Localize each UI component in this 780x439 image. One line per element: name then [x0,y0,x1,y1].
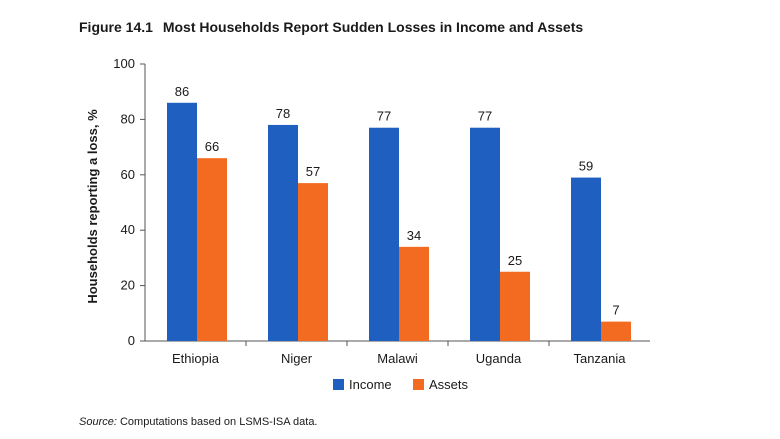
bar-income-malawi [369,127,399,342]
x-category-label: Tanzania [573,351,626,366]
data-label-assets: 57 [306,164,320,179]
x-category-label: Uganda [476,351,522,366]
x-category-label: Malawi [377,351,418,366]
chart-bars [167,102,631,342]
figure-title: Figure 14.1 Most Households Report Sudde… [79,19,583,35]
bar-income-ethiopia [167,102,197,341]
x-category-label: Ethiopia [172,351,220,366]
y-tick-label: 80 [121,111,135,126]
data-label-income: 77 [478,109,492,124]
data-label-income: 78 [276,106,290,121]
legend-label-income: Income [349,377,392,392]
bar-income-niger [268,124,298,341]
data-label-income: 59 [579,159,593,174]
bar-assets-malawi [399,246,429,341]
data-label-income: 77 [377,109,391,124]
data-label-assets: 25 [508,253,522,268]
source-label: Source: [79,416,117,428]
legend-label-assets: Assets [429,377,469,392]
chart-axes: 0 20 40 60 80 100 Households reporting a loss,… [85,56,650,348]
x-category-label: Niger [281,351,313,366]
data-label-income: 86 [175,84,189,99]
y-tick-label: 100 [113,56,135,71]
y-axis-title: Households reporting a loss, % [85,109,100,304]
chart-labels: 86 66 Ethiopia 78 57 Niger 77 34 Malawi 77 25 Ugand… [172,84,626,366]
data-label-assets: 7 [612,303,619,318]
data-label-assets: 66 [205,139,219,154]
legend-swatch-income [333,379,344,390]
y-tick-label: 40 [121,222,135,237]
y-tick-label: 20 [121,278,135,293]
data-label-assets: 34 [407,228,421,243]
source-note: Source: Computations based on LSMS-ISA d… [79,416,318,428]
y-tick-label: 60 [121,167,135,182]
bar-assets-uganda [500,271,530,341]
figure-number: Figure 14.1 [79,19,153,35]
source-text: Computations based on LSMS-ISA data. [119,416,318,428]
bar-assets-niger [298,183,328,341]
bar-assets-tanzania [601,321,631,341]
chart-legend: Income Assets [333,377,469,392]
figure-title-text: Most Households Report Sudden Losses in … [162,19,584,35]
legend-swatch-assets [413,379,424,390]
bar-assets-ethiopia [197,158,227,341]
bar-income-uganda [470,127,500,342]
y-tick-label: 0 [128,333,135,348]
bar-income-tanzania [571,177,601,341]
